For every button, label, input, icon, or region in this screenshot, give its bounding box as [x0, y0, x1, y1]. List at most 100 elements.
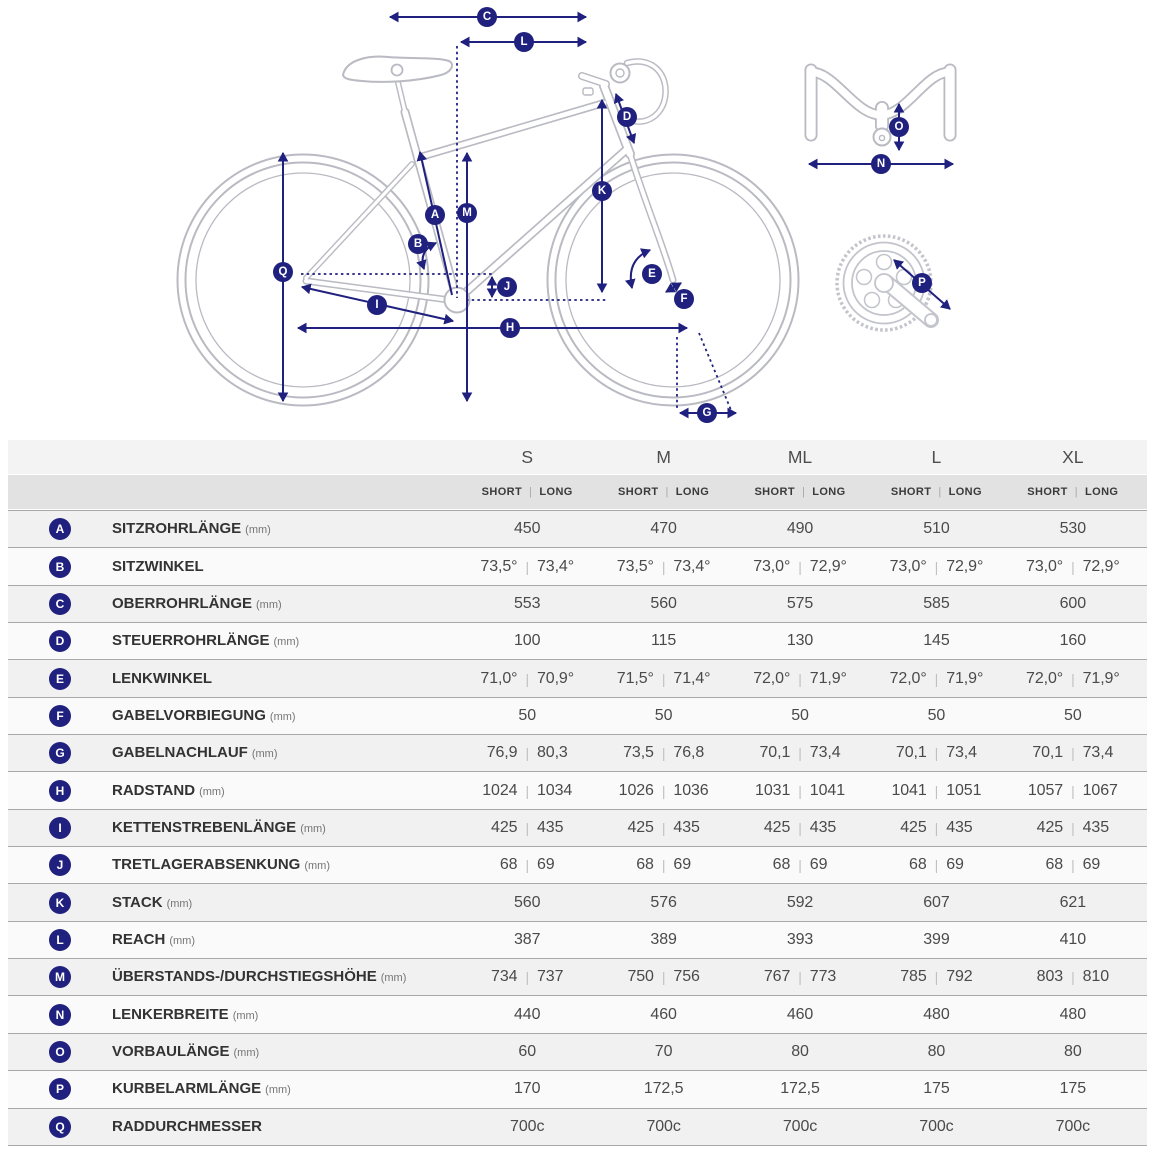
table-row-b: B SITZWINKEL 73,5° | 73,4° 73,5° | 73,4° 73,0° | 7… [8, 547, 1147, 585]
variant-label-group: SHORT | LONG [1027, 486, 1118, 498]
value-separator: | [525, 857, 529, 874]
value-single: 145 [923, 632, 950, 650]
value-cell: 399 [868, 931, 1004, 949]
value-long: 773 [809, 968, 837, 986]
value-long: 71,9° [946, 669, 984, 687]
value-cell: 172,5 [595, 1080, 731, 1098]
value-cell: 1031 | 1041 [732, 782, 868, 800]
row-label: SITZROHRLÄNGE [112, 520, 242, 538]
row-unit: (mm) [265, 1084, 291, 1097]
row-values: 76,9 | 80,3 73,5 | 76,8 70,1 | 73,4 70,1 | 73,4 70,1… [459, 744, 1141, 762]
value-separator: | [661, 558, 666, 575]
value-short: 1041 [891, 781, 927, 799]
row-lead: L REACH (mm) [8, 928, 459, 951]
size-header-cell: M [595, 447, 731, 468]
size-header-cell: XL [1005, 447, 1141, 468]
value-single: 100 [514, 632, 541, 650]
value-short: 1024 [482, 781, 518, 799]
row-letter-badge: P [49, 1078, 71, 1101]
row-letter-badge: F [49, 704, 71, 727]
row-badge-cell: F [8, 704, 112, 727]
value-dual: 425 | 435 [1005, 819, 1141, 837]
row-label-cell: GABELVORBIEGUNG (mm) [112, 707, 459, 725]
value-short: 72,0° [889, 669, 927, 687]
value-long: 1041 [809, 781, 845, 799]
value-short: 73,5° [480, 557, 518, 575]
value-single: 490 [786, 520, 814, 538]
value-cell: 440 [459, 1006, 595, 1024]
row-label: STACK [112, 893, 163, 911]
value-cell: 50 [1005, 707, 1141, 725]
variant-label-group: SHORT | LONG [754, 486, 845, 498]
value-cell: 1024 | 1034 [459, 782, 595, 800]
value-cell: 621 [1005, 894, 1141, 912]
value-short: 70,1 [759, 744, 791, 762]
value-cell: 145 [868, 632, 1004, 650]
value-short: 785 [900, 968, 927, 986]
value-single: 130 [786, 632, 814, 650]
table-row-l: L REACH (mm) 387 389 393 399 410 [8, 920, 1147, 959]
value-long: 71,9° [809, 669, 847, 687]
value-dual: 73,0° | 72,9° [732, 558, 868, 576]
row-values: 440 460 460 480 480 [459, 1006, 1141, 1024]
diagram-badge-q: Q [273, 262, 293, 282]
row-badge-cell: P [8, 1078, 112, 1101]
value-separator: | [525, 782, 529, 799]
value-long: 70,9° [536, 669, 575, 687]
size-label: ML [787, 446, 813, 467]
value-cell: 387 [459, 931, 595, 949]
table-row-o: O VORBAULÄNGE (mm) 60 70 80 80 80 [8, 1032, 1147, 1071]
row-label: RADDURCHMESSER [112, 1117, 263, 1135]
value-short: 1031 [755, 781, 791, 799]
row-badge-cell: K [8, 891, 112, 914]
value-long: 69 [809, 856, 828, 874]
value-cell: 553 [459, 595, 595, 613]
value-long: 1034 [536, 781, 573, 799]
value-cell: 73,5° | 73,4° [595, 558, 731, 576]
table-row-g: G GABELNACHLAUF (mm) 76,9 | 80,3 73,5 | 76,8 70,1… [8, 734, 1147, 772]
value-short: 750 [627, 968, 654, 986]
value-cell: 700c [1005, 1118, 1141, 1136]
variant-label-long: LONG [675, 486, 710, 498]
diagram-badge-a: A [425, 205, 445, 225]
value-cell: 50 [595, 707, 731, 725]
value-dual: 1031 | 1041 [732, 782, 868, 800]
value-single: 172,5 [643, 1080, 684, 1098]
table-row-k: K STACK (mm) 560 576 592 607 621 [8, 883, 1147, 921]
value-separator: | [1071, 670, 1075, 687]
row-label-cell: LENKERBREITE (mm) [112, 1006, 459, 1024]
row-letter-badge: J [49, 854, 71, 877]
variant-label-short: SHORT [754, 486, 795, 498]
value-cell: 71,0° | 70,9° [459, 670, 595, 688]
value-cell: 785 | 792 [868, 968, 1004, 986]
row-badge-cell: A [8, 518, 112, 541]
value-long: 71,9° [1082, 669, 1120, 687]
value-single: 560 [514, 893, 541, 911]
variant-separator: | [938, 486, 942, 498]
value-cell: 490 [732, 520, 868, 538]
value-separator: | [934, 782, 939, 799]
row-lead: M ÜBERSTANDS-/DURCHSTIEGSHÖHE (mm) [8, 966, 459, 989]
table-row-p: P KURBELARMLÄNGE (mm) 170 172,5 172,5 175 175 [8, 1070, 1147, 1108]
value-separator: | [525, 558, 529, 575]
row-letter-badge: I [49, 816, 71, 839]
size-header-cell: S [459, 447, 595, 468]
row-lead: D STEUERROHRLÄNGE (mm) [8, 630, 459, 653]
row-letter-badge: O [49, 1040, 71, 1063]
row-lead: Q RADDURCHMESSER [8, 1115, 459, 1138]
value-separator: | [525, 670, 529, 687]
row-values: 1024 | 1034 1026 | 1036 1031 | 1041 1041 | 1051 1057… [459, 782, 1141, 800]
value-cell: 172,5 [732, 1080, 868, 1098]
value-cell: 460 [595, 1006, 731, 1024]
value-single: 450 [514, 520, 541, 538]
value-cell: 450 [459, 520, 595, 538]
row-lead: A SITZROHRLÄNGE (mm) [8, 518, 459, 541]
row-unit: (mm) [300, 822, 326, 835]
value-cell: 72,0° | 71,9° [732, 670, 868, 688]
value-cell: 72,0° | 71,9° [868, 670, 1004, 688]
value-dual: 70,1 | 73,4 [1005, 744, 1141, 762]
value-cell: 576 [595, 894, 731, 912]
diagram-badge-o: O [889, 117, 909, 137]
value-cell: 80 [1005, 1043, 1141, 1061]
variant-label-group: SHORT | LONG [482, 486, 573, 498]
